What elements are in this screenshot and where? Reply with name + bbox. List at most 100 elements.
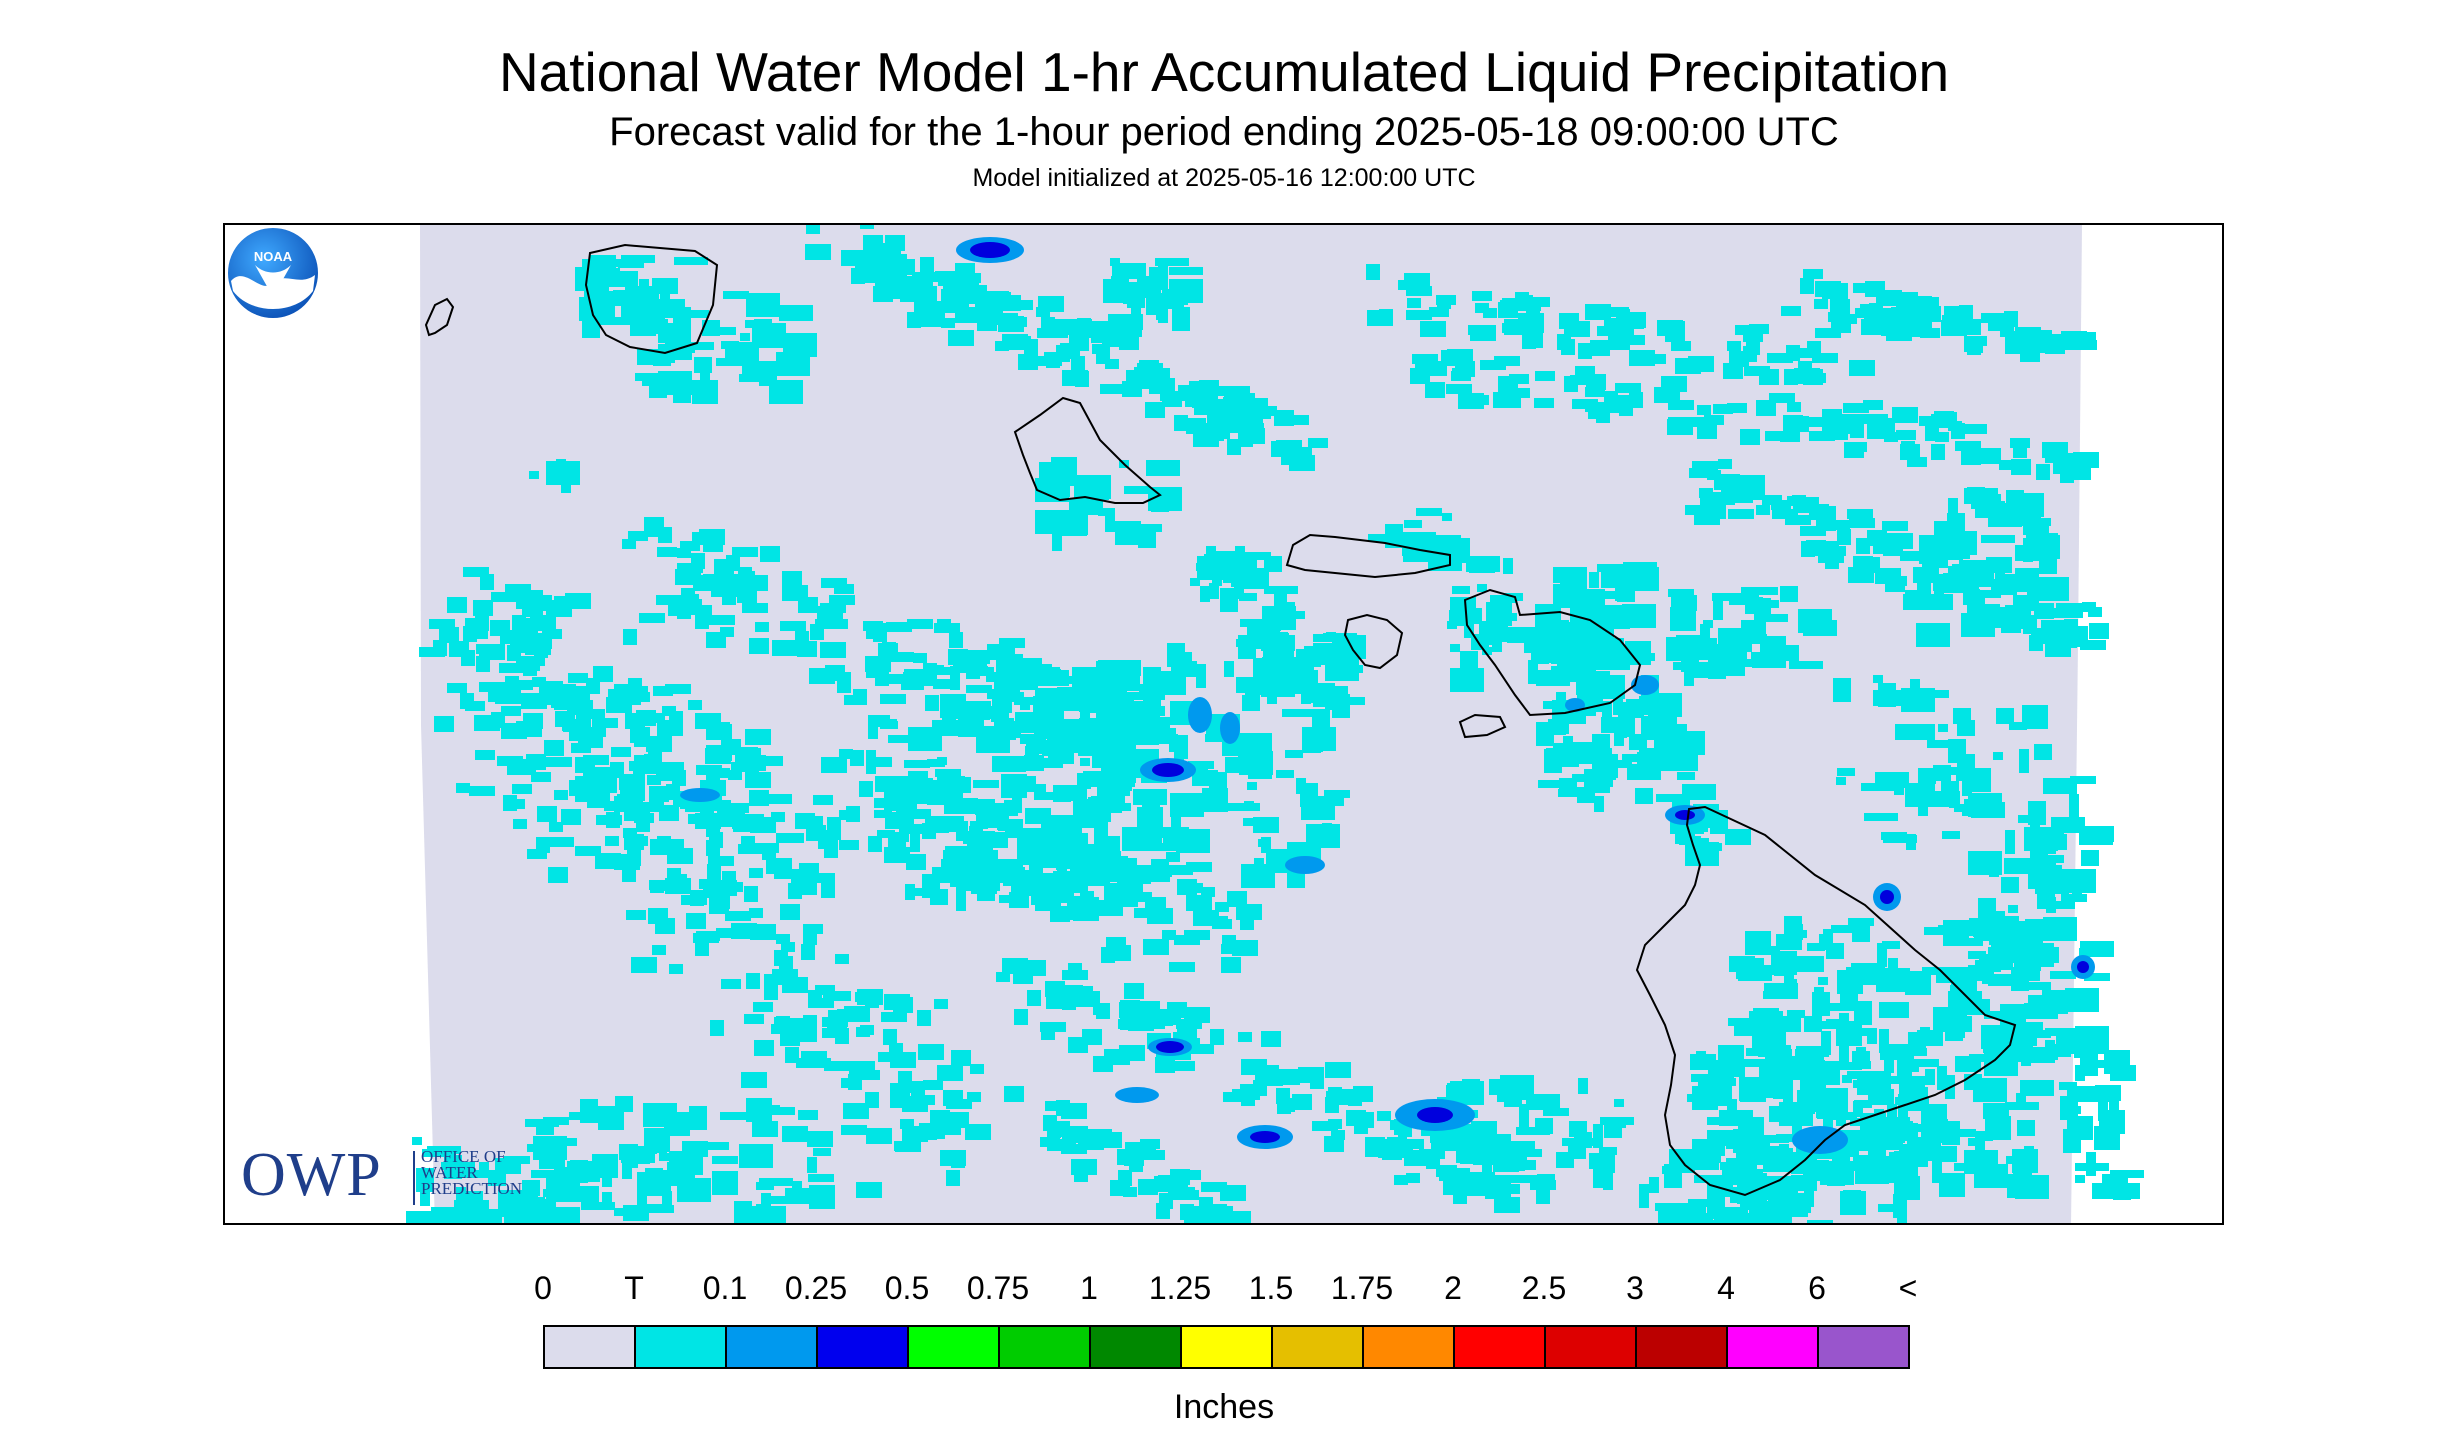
precip-cell bbox=[1078, 1134, 1104, 1150]
precip-cell bbox=[2025, 1030, 2051, 1038]
precip-cell bbox=[523, 666, 537, 676]
precip-cell bbox=[746, 973, 760, 989]
precip-cell bbox=[1807, 417, 1833, 427]
precip-cell bbox=[1939, 1173, 1965, 1197]
precip-cell bbox=[2018, 815, 2028, 823]
precip-cell bbox=[1062, 370, 1088, 386]
precip-cell bbox=[1234, 583, 1244, 599]
precip-cell bbox=[623, 629, 637, 645]
precip-cell bbox=[1494, 1197, 1520, 1213]
precip-cell bbox=[1901, 1048, 1927, 1056]
precip-cell bbox=[667, 874, 687, 884]
precip-cell bbox=[1585, 387, 1605, 397]
precip-cell bbox=[776, 833, 790, 843]
precip-cell bbox=[1993, 752, 2003, 760]
precip-cell bbox=[1480, 360, 1506, 370]
precip-cell bbox=[692, 380, 718, 404]
precip-cell bbox=[1594, 628, 1612, 636]
legend-tick-label: 1.25 bbox=[1148, 1270, 1212, 1306]
precip-cell bbox=[885, 853, 895, 861]
precip-cell bbox=[805, 244, 831, 260]
precip-cell bbox=[1605, 403, 1619, 413]
precip-cell bbox=[1764, 983, 1798, 999]
precip-cell bbox=[801, 944, 815, 960]
precip-cell bbox=[822, 1028, 842, 1038]
precip-cell bbox=[1885, 582, 1905, 592]
precip-cell bbox=[1236, 639, 1246, 647]
precip-cell bbox=[494, 1209, 504, 1217]
precip-cell bbox=[1215, 902, 1229, 912]
precip-cell bbox=[1101, 733, 1127, 749]
precip-cell bbox=[659, 805, 679, 821]
precip-cell bbox=[1761, 1060, 1787, 1068]
precip-cell bbox=[1796, 1046, 1822, 1054]
precip-cell bbox=[1509, 374, 1529, 384]
precip-cell bbox=[1668, 400, 1694, 410]
precip-cell bbox=[1604, 1122, 1622, 1138]
precip-cell bbox=[1556, 692, 1566, 716]
precip-cell bbox=[813, 1148, 831, 1156]
precip-cell bbox=[1111, 945, 1131, 961]
legend-swatch bbox=[1271, 1327, 1362, 1367]
precip-cell bbox=[1825, 559, 1839, 569]
precip-cell bbox=[1261, 1031, 1281, 1047]
precip-cell bbox=[893, 818, 911, 826]
precip-cell bbox=[1614, 1099, 1624, 1107]
precip-cell bbox=[809, 873, 835, 883]
precip-cell bbox=[536, 1127, 554, 1135]
precip-cell bbox=[1735, 325, 1755, 335]
precip-cell bbox=[739, 1144, 773, 1168]
precip-cell bbox=[1629, 350, 1655, 366]
precip-cell bbox=[1725, 829, 1751, 845]
precip-cell bbox=[1889, 1152, 1907, 1168]
precip-cell bbox=[902, 1126, 928, 1142]
precip-cell bbox=[1174, 744, 1184, 760]
precip-cell bbox=[1785, 515, 1811, 525]
precip-cell bbox=[1853, 283, 1879, 293]
precip-cell bbox=[766, 794, 792, 804]
precip-cell bbox=[1934, 411, 1954, 421]
precip-cell bbox=[1185, 397, 1211, 407]
precip-cell bbox=[841, 1078, 855, 1088]
legend-tick-label: 1.5 bbox=[1248, 1270, 1294, 1306]
precip-cell bbox=[1800, 526, 1826, 536]
precip-cell bbox=[1058, 821, 1076, 829]
precip-cell bbox=[1828, 312, 1848, 322]
precip-cell bbox=[1812, 353, 1838, 363]
precip-cell bbox=[732, 547, 758, 557]
precip-cell bbox=[878, 277, 898, 293]
precip-cell bbox=[583, 755, 609, 765]
precip-cell bbox=[1025, 746, 1039, 756]
precip-cell bbox=[1680, 417, 1706, 427]
precip-cell bbox=[1752, 629, 1762, 637]
precip-cell bbox=[1266, 1069, 1292, 1079]
precip-cell bbox=[589, 732, 603, 748]
precip-cell bbox=[1925, 1069, 1935, 1085]
precip-cell bbox=[925, 816, 959, 832]
noaa-logo-text: NOAA bbox=[254, 249, 293, 264]
precip-cell bbox=[999, 895, 1025, 903]
precip-cell bbox=[1331, 1130, 1345, 1140]
precip-cell bbox=[1776, 934, 1802, 950]
precip-cell bbox=[941, 318, 955, 328]
precip-cell bbox=[1803, 620, 1837, 636]
precip-cell bbox=[1831, 1112, 1857, 1120]
precip-cell bbox=[716, 928, 730, 938]
precip-cell bbox=[1661, 376, 1687, 392]
precip-cell bbox=[531, 772, 551, 782]
precip-cell bbox=[1548, 719, 1566, 735]
precip-cell bbox=[569, 780, 589, 796]
precip-cell bbox=[760, 546, 780, 562]
precip-cell bbox=[1220, 588, 1238, 612]
precip-cell bbox=[499, 663, 525, 673]
precip-cell bbox=[1124, 486, 1150, 494]
precip-cell bbox=[1186, 862, 1212, 872]
precip-cell bbox=[970, 821, 988, 829]
precip-cell bbox=[1306, 824, 1340, 848]
precip-cell bbox=[866, 750, 876, 774]
precip-cell bbox=[680, 799, 694, 809]
precip-cell bbox=[1146, 291, 1156, 315]
precip-cell bbox=[1312, 1121, 1338, 1131]
precip-cell bbox=[2030, 850, 2048, 874]
precip-cell bbox=[2048, 634, 2062, 644]
